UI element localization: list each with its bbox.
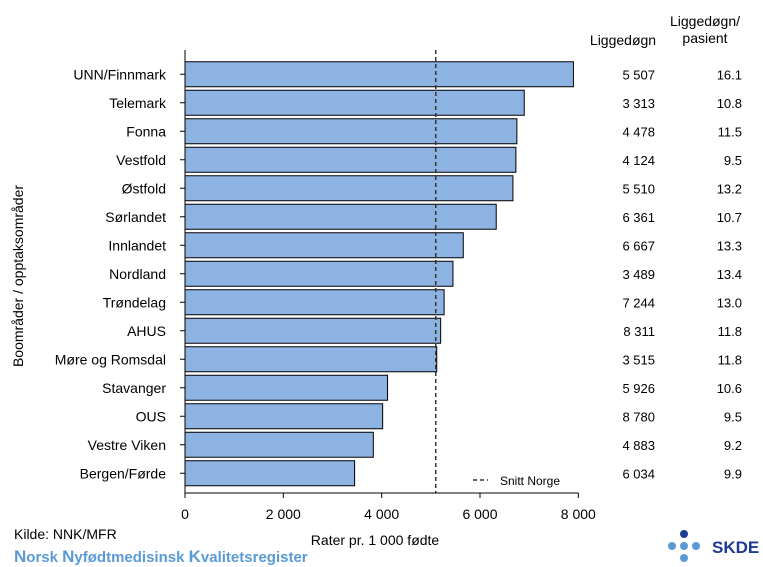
bar (184, 289, 445, 316)
category-label: Fonna (126, 123, 166, 139)
registry-part: K (188, 547, 201, 566)
bar (184, 346, 438, 373)
registry-part: yfødtmedisinsk (74, 549, 189, 566)
bar (184, 175, 514, 202)
liggedogn-per-pasient-value: 13.4 (717, 267, 742, 282)
liggedogn-per-pasient-value: 9.2 (724, 438, 742, 453)
liggedogn-per-pasient-value: 11.8 (718, 324, 742, 339)
x-axis-title: Rater pr. 1 000 fødte (311, 532, 440, 548)
bar (184, 89, 525, 116)
liggedogn-per-pasient-value: 10.8 (717, 96, 742, 111)
category-label: Møre og Romsdal (55, 351, 166, 367)
x-tick-label: 2 000 (266, 506, 301, 522)
liggedogn-per-pasient-value: 11.5 (718, 124, 742, 139)
liggedogn-per-pasient-value: 10.6 (717, 381, 742, 396)
category-label: Sørlandet (105, 209, 166, 225)
liggedogn-value: 7 244 (622, 295, 655, 310)
category-label: Stavanger (102, 380, 166, 396)
liggedogn-value: 5 926 (622, 381, 655, 396)
bar (184, 146, 517, 173)
registry-part: N (62, 547, 75, 566)
category-label: Vestfold (116, 152, 166, 168)
liggedogn-per-pasient-value: 9.9 (724, 466, 742, 481)
registry-part: orsk (26, 549, 63, 566)
liggedogn-per-pasient-value: 13.3 (717, 238, 742, 253)
liggedogn-value: 6 667 (622, 238, 655, 253)
category-label: Telemark (109, 95, 167, 111)
bar (184, 403, 384, 430)
liggedogn-value: 3 489 (622, 267, 655, 282)
logo-text: SKDE (712, 538, 760, 557)
category-label: OUS (136, 408, 166, 424)
liggedogn-value: 6 361 (622, 210, 655, 225)
bar (184, 317, 442, 344)
liggedogn-per-pasient-value: 9.5 (724, 153, 742, 168)
liggedogn-value: 4 478 (622, 124, 655, 139)
liggedogn-value: 5 507 (622, 67, 655, 82)
liggedogn-value: 6 034 (622, 466, 655, 481)
bar (184, 431, 374, 458)
registry-part: valitetsregister (200, 549, 308, 566)
liggedogn-value: 5 510 (622, 181, 655, 196)
legend-label: Snitt Norge (500, 474, 560, 488)
x-tick-label: 4 000 (364, 506, 399, 522)
column-header-liggedogn: Liggedøgn (589, 32, 657, 48)
category-label: Nordland (109, 266, 166, 282)
liggedogn-per-pasient-value: 10.7 (717, 210, 742, 225)
liggedogn-per-pasient-value: 13.2 (717, 181, 742, 196)
liggedogn-per-pasient-value: 11.8 (718, 352, 742, 367)
bar (184, 61, 574, 88)
column-header-liggedogn-per-pasient: Liggedøgn/ pasient (655, 13, 755, 47)
liggedogn-per-pasient-value: 16.1 (717, 67, 742, 82)
category-label: Bergen/Førde (80, 465, 167, 481)
x-tick-label: 0 (181, 506, 189, 522)
source-note: Kilde: NNK/MFR (14, 526, 117, 542)
column-header-line2: pasient (682, 30, 728, 46)
category-label: UNN/Finnmark (73, 66, 167, 82)
column-header-line1: Liggedøgn/ (669, 13, 741, 29)
bar (184, 374, 389, 401)
bar (184, 203, 497, 230)
bar (184, 118, 518, 145)
category-label: Trøndelag (103, 294, 166, 310)
category-label: Vestre Viken (88, 437, 166, 453)
x-tick-label: 6 000 (462, 506, 497, 522)
liggedogn-value: 8 311 (623, 324, 655, 339)
liggedogn-per-pasient-value: 9.5 (724, 409, 742, 424)
liggedogn-per-pasient-value: 13.0 (717, 295, 742, 310)
category-label: Innlandet (108, 237, 166, 253)
y-axis-title: Boområder / opptaksområder (10, 185, 26, 367)
liggedogn-value: 8 780 (622, 409, 655, 424)
category-label: Østfold (122, 180, 166, 196)
x-tick-label: 8 000 (561, 506, 596, 522)
liggedogn-value: 3 515 (622, 352, 655, 367)
registry-part: N (14, 547, 27, 566)
registry-name: Norsk Nyfødtmedisinsk Kvalitetsregister (14, 547, 308, 567)
liggedogn-value: 4 883 (622, 438, 655, 453)
liggedogn-value: 4 124 (622, 153, 655, 168)
bar (184, 232, 464, 259)
liggedogn-value: 3 313 (622, 96, 655, 111)
bar (184, 260, 454, 287)
bar (184, 460, 356, 487)
skde-logo-icon (668, 530, 700, 562)
category-label: AHUS (127, 323, 166, 339)
